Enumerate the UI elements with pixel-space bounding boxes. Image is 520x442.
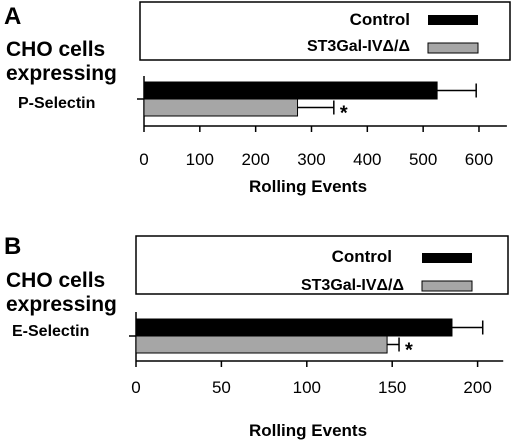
- x-tick-label: 300: [297, 150, 325, 169]
- legend-label-knockout: ST3Gal-IVΔ/Δ: [301, 277, 404, 294]
- category-label: P-Selectin: [18, 95, 95, 112]
- panel-a: A CHO cells expressing P-Selectin Contro…: [4, 1, 511, 196]
- x-tick-label: 100: [186, 150, 214, 169]
- plot-area-a: 0 100 200 300 400 500 600 *: [137, 76, 507, 169]
- legend-swatch-control: [422, 253, 472, 263]
- group-label-line-1: CHO cells: [6, 38, 105, 61]
- legend-box: [135, 235, 509, 295]
- x-tick-label: 50: [212, 378, 231, 397]
- category-label: E-Selectin: [12, 323, 89, 340]
- bar-knockout: [135, 335, 388, 354]
- panel-letter-a: A: [4, 3, 21, 30]
- x-tick-label: 0: [131, 378, 140, 397]
- x-tick-label: 150: [378, 378, 406, 397]
- bar-control: [135, 318, 453, 337]
- legend-swatch-knockout: [427, 42, 479, 54]
- bar-knockout: [143, 98, 299, 117]
- x-tick-label: 500: [409, 150, 437, 169]
- legend-swatch-control: [428, 15, 478, 25]
- panel-letter-b: B: [4, 233, 21, 260]
- x-tick-label: 600: [465, 150, 493, 169]
- plot-area-b: 0 50 100 150 200 *: [129, 312, 504, 397]
- x-tick-label: 200: [463, 378, 491, 397]
- group-label-line-2: expressing: [6, 293, 117, 316]
- x-tick-label: 400: [353, 150, 381, 169]
- significance-marker: *: [340, 103, 348, 125]
- group-label-line-1: CHO cells: [6, 269, 105, 292]
- x-axis-label: Rolling Events: [249, 177, 367, 196]
- x-axis-label: Rolling Events: [249, 421, 367, 440]
- legend-label-control: Control: [350, 10, 410, 29]
- legend-label-control: Control: [332, 247, 392, 266]
- x-tick-label: 200: [241, 150, 269, 169]
- group-label-line-2: expressing: [6, 62, 117, 85]
- legend-box: [139, 1, 511, 61]
- panel-b: B CHO cells expressing E-Selectin Contro…: [4, 233, 509, 440]
- legend-label-knockout: ST3Gal-IVΔ/Δ: [307, 38, 410, 55]
- x-tick-label: 100: [293, 378, 321, 397]
- x-tick-label: 0: [139, 150, 148, 169]
- bar-control: [143, 81, 438, 100]
- legend-swatch-knockout: [421, 280, 473, 292]
- significance-marker: *: [405, 340, 413, 362]
